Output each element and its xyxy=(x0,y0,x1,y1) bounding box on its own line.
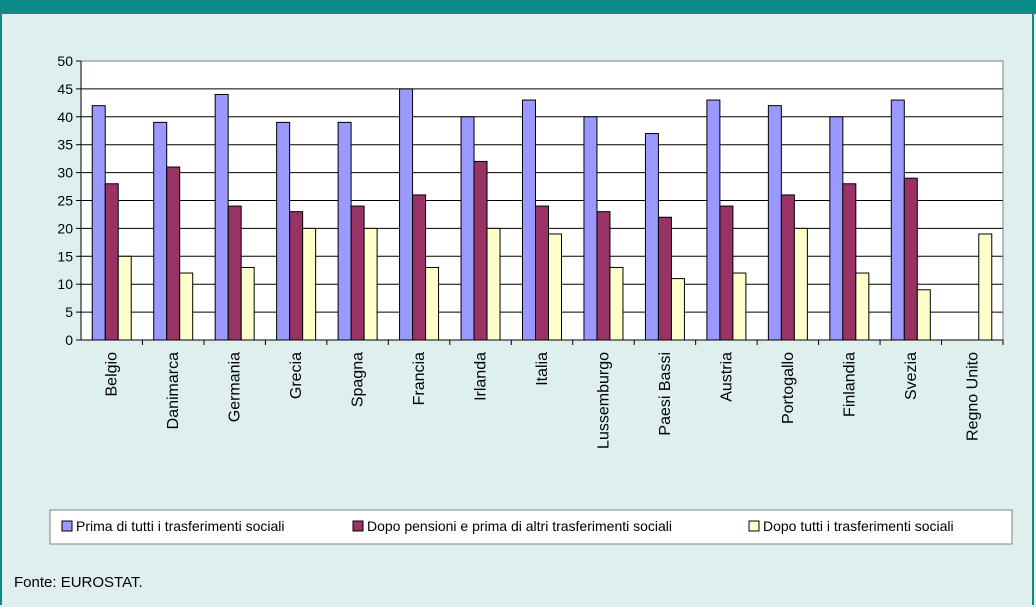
bar xyxy=(227,205,242,341)
bar xyxy=(670,278,685,341)
y-tick-label: 25 xyxy=(57,193,73,209)
bar xyxy=(829,116,844,341)
x-tick-label: Belgio xyxy=(104,352,121,397)
bar xyxy=(548,233,562,341)
bar xyxy=(363,227,378,341)
x-tick-label: Grecia xyxy=(288,352,305,399)
y-tick-label: 35 xyxy=(57,137,73,153)
legend-label: Dopo pensioni e prima di altri trasferim… xyxy=(367,518,672,534)
legend-label: Dopo tutti i trasferimenti sociali xyxy=(763,518,954,534)
x-tick-label: Svezia xyxy=(903,352,920,400)
bar xyxy=(706,99,721,341)
x-tick-label: Portogallo xyxy=(780,352,797,424)
legend xyxy=(49,509,1013,545)
bar xyxy=(780,194,795,341)
bar xyxy=(855,272,870,341)
y-tick-label: 15 xyxy=(57,248,73,264)
x-tick-label: Irlanda xyxy=(473,352,490,401)
x-tick-label: Italia xyxy=(534,352,551,386)
y-tick-label: 45 xyxy=(57,81,73,97)
bar xyxy=(350,205,365,341)
y-tick-label: 5 xyxy=(65,304,73,320)
bar xyxy=(214,93,229,341)
y-tick-label: 20 xyxy=(57,220,73,236)
bar xyxy=(793,227,808,341)
x-tick-label: Finlandia xyxy=(841,352,858,417)
bar xyxy=(719,205,734,341)
bar xyxy=(890,99,905,341)
y-tick-label: 40 xyxy=(57,109,73,125)
bar xyxy=(486,227,501,341)
bar xyxy=(522,99,536,341)
bar xyxy=(644,133,659,341)
chart-frame xyxy=(0,14,1034,605)
bar xyxy=(842,183,857,341)
x-tick-label: Austria xyxy=(718,352,735,402)
bar xyxy=(153,121,168,341)
bar xyxy=(583,116,598,341)
bar xyxy=(337,121,352,341)
x-tick-label: Danimarca xyxy=(165,352,182,429)
y-tick-label: 30 xyxy=(57,165,73,181)
bar xyxy=(732,272,747,341)
bar xyxy=(767,105,782,341)
y-tick-label: 50 xyxy=(57,53,73,69)
bar xyxy=(609,266,624,341)
bar xyxy=(91,105,106,341)
bar xyxy=(425,266,440,341)
legend-swatch xyxy=(61,520,73,532)
legend-swatch xyxy=(748,520,760,532)
bar xyxy=(276,121,291,341)
x-tick-label: Regno Unito xyxy=(964,352,981,441)
header-bar xyxy=(0,0,1036,14)
bar xyxy=(460,116,475,341)
bar xyxy=(179,272,194,341)
bar xyxy=(302,227,317,341)
bar xyxy=(596,211,611,341)
x-tick-label: Spagna xyxy=(350,352,367,407)
bar xyxy=(117,255,132,341)
bar xyxy=(166,166,181,341)
x-tick-label: Paesi Bassi xyxy=(657,352,674,436)
bar xyxy=(240,266,255,341)
bar xyxy=(535,205,549,341)
bar xyxy=(657,216,672,341)
bar xyxy=(978,233,993,341)
bar xyxy=(289,211,304,341)
legend-swatch xyxy=(352,520,364,532)
x-tick-label: Francia xyxy=(411,352,428,405)
source-note: Fonte: EUROSTAT. xyxy=(14,574,143,591)
legend-label: Prima di tutti i trasferimenti sociali xyxy=(76,518,285,534)
y-tick-label: 10 xyxy=(57,276,73,292)
bar xyxy=(412,194,427,341)
x-tick-label: Lussemburgo xyxy=(595,352,612,449)
bar xyxy=(104,183,119,341)
bar xyxy=(903,177,918,341)
bar xyxy=(399,88,414,341)
x-tick-label: Germania xyxy=(227,352,244,422)
y-tick-label: 0 xyxy=(65,332,73,348)
bar xyxy=(473,160,488,341)
bar xyxy=(916,289,931,341)
